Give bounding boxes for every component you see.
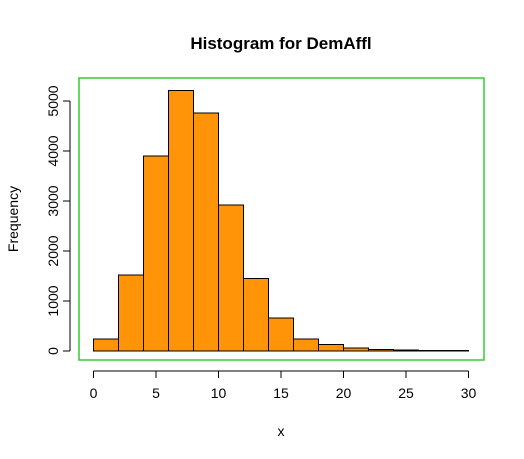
histogram-bar — [143, 155, 169, 352]
chart-title: Histogram for DemAffl — [190, 34, 371, 53]
y-axis: 0 1000 2000 3000 4000 5000 — [45, 85, 71, 355]
x-tick-label: 15 — [273, 385, 289, 401]
x-axis-label: x — [278, 423, 285, 439]
y-tick-label: 0 — [45, 347, 61, 355]
histogram-bar — [443, 350, 469, 352]
histogram-bar — [293, 338, 319, 352]
y-tick-label: 2000 — [45, 235, 61, 266]
x-tick-label: 0 — [90, 385, 98, 401]
x-tick-label: 10 — [211, 385, 227, 401]
histogram-bar — [193, 112, 219, 352]
histogram-bar — [418, 350, 444, 352]
histogram-bar — [368, 349, 394, 352]
y-tick-label: 4000 — [45, 135, 61, 166]
histogram-bar — [268, 317, 294, 352]
x-tick-label: 5 — [152, 385, 160, 401]
histogram-bar — [218, 204, 244, 352]
x-tick-label: 25 — [398, 385, 414, 401]
histogram-bar — [243, 278, 269, 352]
y-tick-label: 5000 — [45, 85, 61, 116]
y-axis-label: Frequency — [5, 186, 21, 252]
x-tick-label: 30 — [461, 385, 477, 401]
histogram-bar — [93, 338, 119, 352]
histogram-bar — [118, 274, 144, 352]
y-tick-label: 1000 — [45, 285, 61, 316]
bars-group — [93, 90, 469, 352]
histogram-bar — [343, 347, 369, 352]
histogram-bar — [393, 349, 419, 352]
x-axis: 0 5 10 15 20 25 30 — [90, 370, 477, 401]
plot-border — [78, 77, 485, 361]
x-tick-label: 20 — [336, 385, 352, 401]
histogram-bar — [168, 90, 194, 352]
histogram-bar — [318, 344, 344, 352]
y-tick-label: 3000 — [45, 185, 61, 216]
